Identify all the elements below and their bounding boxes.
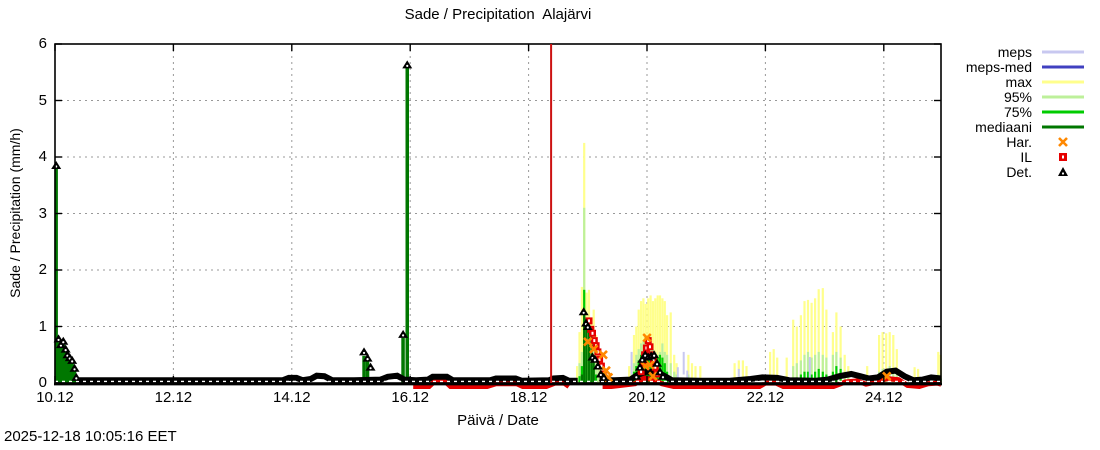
legend-marker-line-icon <box>1040 120 1086 134</box>
timestamp: 2025-12-18 10:05:16 EET <box>4 428 177 445</box>
legend-label: meps <box>997 43 1032 60</box>
x-tick-label: 14.12 <box>273 389 311 406</box>
legend-item-95-: 95% <box>932 88 1086 105</box>
legend-label: Det. <box>1006 163 1032 180</box>
legend-marker-line-icon <box>1040 45 1086 59</box>
legend-item-det-: Det. <box>932 163 1086 180</box>
legend-marker-square-icon <box>1040 150 1086 164</box>
y-tick-label: 0 <box>38 374 47 391</box>
x-tick-label: 24.12 <box>865 389 903 406</box>
y-tick-label: 1 <box>38 317 47 335</box>
y-tick-label: 3 <box>38 204 47 222</box>
legend-item-meps: meps <box>932 43 1086 60</box>
legend-item-meps-med: meps-med <box>932 58 1086 75</box>
legend-marker-triangle-icon <box>1040 165 1086 179</box>
legend-marker-line-icon <box>1040 60 1086 74</box>
legend-marker-line-icon <box>1040 90 1086 104</box>
chart-title: Sade / Precipitation Alajärvi <box>404 6 592 23</box>
legend-label: Har. <box>1006 133 1032 150</box>
x-tick-label: 10.12 <box>36 389 74 406</box>
legend-label: IL <box>1020 148 1032 165</box>
legend-item-mediaani: mediaani <box>932 118 1086 135</box>
legend-label: max <box>1005 73 1032 90</box>
legend-label: meps-med <box>965 58 1032 75</box>
x-tick-label: 20.12 <box>628 389 666 406</box>
legend-marker-line-icon <box>1040 75 1086 89</box>
y-tick-label: 6 <box>38 35 47 52</box>
y-tick-label: 2 <box>38 261 47 278</box>
legend-label: 75% <box>1003 103 1032 120</box>
legend-item-max: max <box>932 73 1086 90</box>
x-axis-label: Päivä / Date <box>457 412 539 429</box>
legend-label: mediaani <box>975 118 1032 135</box>
legend-marker-line-icon <box>1040 105 1086 119</box>
legend-label: 95% <box>1003 88 1032 105</box>
legend: meps meps-med max 95% 75% mediaani Har. IL Det. <box>932 43 1086 180</box>
y-tick-label: 5 <box>38 91 47 109</box>
x-tick-label: 12.12 <box>154 389 193 406</box>
legend-marker-x-icon <box>1040 135 1086 149</box>
legend-item-har-: Har. <box>932 133 1086 150</box>
y-tick-label: 4 <box>38 148 47 165</box>
legend-item-il: IL <box>932 148 1086 165</box>
x-tick-label: 18.12 <box>509 389 548 406</box>
x-tick-label: 16.12 <box>391 389 429 406</box>
x-tick-label: 22.12 <box>746 389 785 406</box>
legend-item-75-: 75% <box>932 103 1086 120</box>
